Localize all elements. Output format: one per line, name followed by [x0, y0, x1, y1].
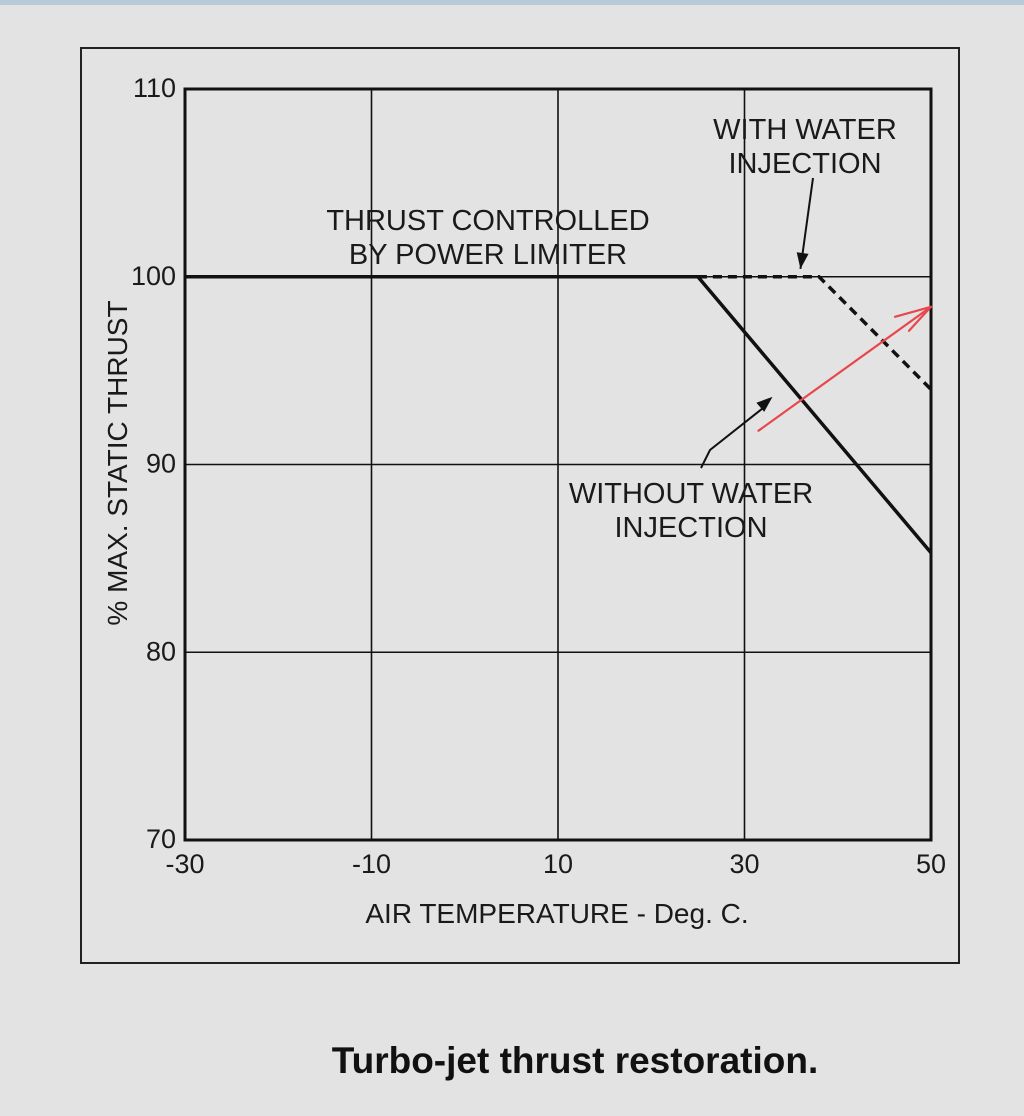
x-tick-label: -10 — [352, 849, 391, 879]
annotation-with-line: WITH WATER — [713, 114, 897, 146]
y-tick-label: 70 — [146, 824, 176, 854]
annotation-limiter-line: BY POWER LIMITER — [349, 239, 627, 271]
annotation-without-line: WITHOUT WATER — [569, 478, 813, 510]
annotation-without-line: INJECTION — [614, 512, 767, 544]
x-tick-label: 50 — [916, 849, 946, 879]
x-tick-label: 30 — [729, 849, 759, 879]
x-axis-label: AIR TEMPERATURE - Deg. C. — [365, 898, 748, 929]
y-tick-label: 100 — [131, 261, 176, 291]
without-water-pointer — [700, 406, 766, 469]
plot-frame — [183, 87, 933, 842]
figure-caption: Turbo-jet thrust restoration. — [331, 1040, 819, 1081]
annotation-limiter-line: THRUST CONTROLLED — [326, 205, 649, 237]
without-water-pointer-head — [756, 396, 773, 412]
red-arrow-head — [893, 305, 933, 332]
figure-frame — [80, 47, 960, 964]
y-tick-label: 110 — [133, 73, 176, 103]
top-strip — [0, 0, 1024, 5]
series-layer — [185, 275, 933, 554]
series-line-with-water — [697, 275, 933, 391]
x-tick-label: 10 — [543, 849, 573, 879]
y-axis-label: % MAX. STATIC THRUST — [102, 300, 133, 625]
red-arrow-shaft — [757, 305, 933, 432]
with-water-pointer-head — [796, 252, 809, 269]
y-tick-label: 80 — [146, 636, 176, 666]
annotation-with-line: INJECTION — [728, 148, 881, 180]
tick-labels: -30 -10 10 30 50 70 80 90 100 110 — [131, 73, 946, 879]
x-tick-label: -30 — [165, 849, 204, 879]
y-tick-label: 90 — [146, 449, 176, 479]
grid — [185, 89, 931, 840]
